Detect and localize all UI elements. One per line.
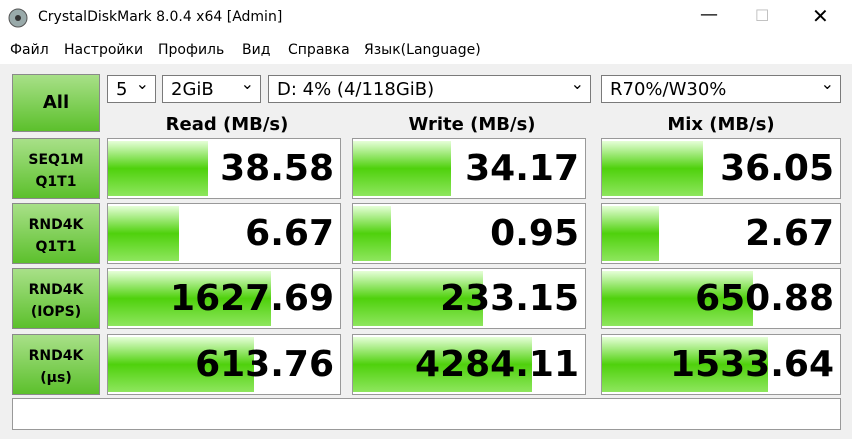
test-button[interactable]: SEQ1M Q1T1 (12, 138, 100, 199)
result-bar (602, 206, 659, 261)
test-label: RND4K (28, 217, 84, 233)
test-label: RND4K (28, 348, 84, 364)
menu-item[interactable]: Язык(Language) (364, 42, 481, 58)
result-value: 1627.69 (170, 278, 334, 319)
test-label: (μs) (40, 370, 72, 386)
result-cell: 2.67 (601, 203, 841, 264)
result-value: 0.95 (490, 213, 579, 254)
result-bar (353, 337, 533, 392)
mix-select[interactable]: R70%/W30% (601, 74, 841, 103)
minimize[interactable]: — (700, 4, 718, 25)
size-select[interactable]: 2GiB (162, 74, 261, 103)
result-value: 36.05 (720, 148, 834, 189)
column-header: Read (MB/s) (165, 114, 289, 135)
menu-item[interactable]: Вид (242, 42, 271, 58)
test-button[interactable]: RND4K Q1T1 (12, 203, 100, 264)
result-cell: 613.76 (107, 334, 341, 395)
title-bar: CrystalDiskMark 8.0.4 x64 [Admin] — ☐ ✕ (0, 0, 852, 36)
result-bar (602, 141, 704, 196)
result-cell: 34.17 (352, 138, 586, 199)
result-bar (602, 271, 754, 326)
test-label: (IOPS) (30, 304, 82, 320)
test-label: RND4K (28, 282, 84, 298)
result-bar (108, 141, 208, 196)
menu-item[interactable]: Профиль (158, 42, 225, 58)
test-label: SEQ1M (28, 152, 84, 168)
result-cell: 1533.64 (601, 334, 841, 395)
comment-box[interactable] (12, 398, 841, 430)
menu-item[interactable]: Справка (288, 42, 350, 58)
result-value: 34.17 (465, 148, 579, 189)
result-bar (353, 141, 451, 196)
result-value: 1533.64 (670, 344, 834, 385)
result-cell: 1627.69 (107, 268, 341, 329)
result-bar (353, 206, 391, 261)
result-cell: 233.15 (352, 268, 586, 329)
result-cell: 0.95 (352, 203, 586, 264)
result-bar (108, 206, 179, 261)
test-label: Q1T1 (35, 239, 77, 255)
all-button[interactable]: All (12, 74, 100, 132)
result-value: 2.67 (745, 213, 834, 254)
test-label: Q1T1 (35, 174, 77, 190)
drive-select[interactable]: D: 4% (4/118GiB) (268, 74, 591, 103)
result-cell: 38.58 (107, 138, 341, 199)
result-value: 6.67 (245, 213, 334, 254)
menu-item[interactable]: Настройки (64, 42, 144, 58)
result-value: 38.58 (220, 148, 334, 189)
column-header: Mix (MB/s) (667, 114, 775, 135)
close[interactable]: ✕ (812, 4, 829, 28)
column-header: Write (MB/s) (408, 114, 536, 135)
result-value: 233.15 (440, 278, 579, 319)
maximize[interactable]: ☐ (755, 6, 770, 25)
app-icon (8, 8, 28, 28)
result-value: 613.76 (195, 344, 334, 385)
test-button[interactable]: RND4K (μs) (12, 334, 100, 395)
result-cell: 650.88 (601, 268, 841, 329)
test-button[interactable]: RND4K (IOPS) (12, 268, 100, 329)
result-bar (602, 337, 769, 392)
count-select[interactable]: 5 (107, 74, 156, 103)
result-bar (108, 337, 255, 392)
result-bar (108, 271, 271, 326)
result-cell: 36.05 (601, 138, 841, 199)
result-cell: 4284.11 (352, 334, 586, 395)
result-cell: 6.67 (107, 203, 341, 264)
result-value: 650.88 (695, 278, 834, 319)
menu-bar: Файл Настройки Профиль Вид Справка Язык(Langu… (0, 36, 852, 64)
window-title: CrystalDiskMark 8.0.4 x64 [Admin] (38, 9, 283, 25)
result-bar (353, 271, 484, 326)
result-value: 4284.11 (415, 344, 579, 385)
menu-item[interactable]: Файл (10, 42, 49, 58)
